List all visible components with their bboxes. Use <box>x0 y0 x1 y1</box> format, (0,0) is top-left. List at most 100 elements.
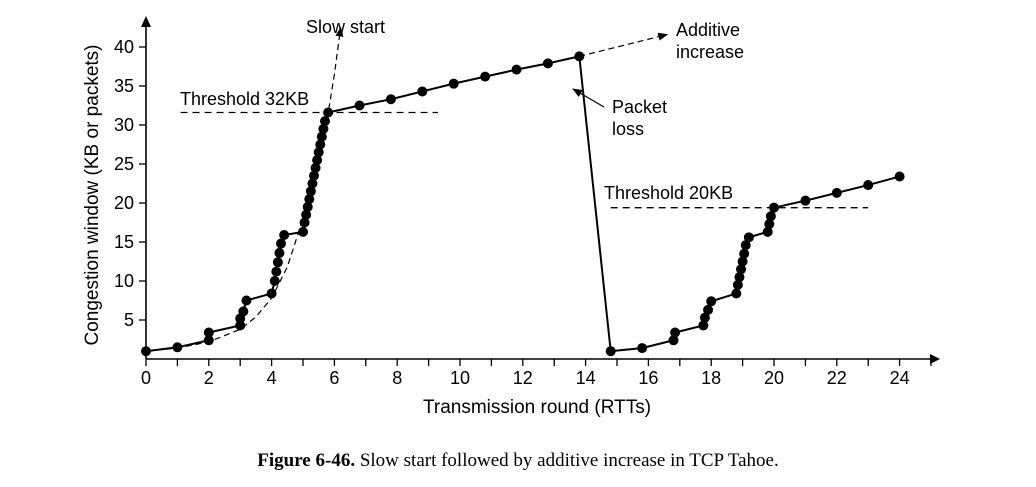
x-tick-label: 4 <box>267 368 277 388</box>
y-tick-label: 10 <box>114 271 134 291</box>
data-point <box>385 94 396 105</box>
slow-start-curve <box>145 26 344 352</box>
data-point <box>203 327 214 338</box>
series <box>141 51 905 357</box>
data-point <box>703 304 714 315</box>
y-tick-label: 30 <box>114 115 134 135</box>
data-point <box>304 194 315 205</box>
y-axis-arrow <box>141 16 151 27</box>
data-point <box>863 180 874 191</box>
data-point <box>354 100 365 111</box>
x-tick-label: 16 <box>638 368 658 388</box>
data-point <box>740 240 751 251</box>
x-tick-label: 10 <box>450 368 470 388</box>
data-point <box>307 178 318 189</box>
packet-loss-label-line1: Packet <box>612 97 667 117</box>
data-point <box>736 264 747 275</box>
y-tick-label: 5 <box>124 310 134 330</box>
data-point <box>800 195 811 206</box>
additive-increase-label-line1: Additive <box>676 20 740 40</box>
y-tick-label: 15 <box>114 232 134 252</box>
packet-loss-label-line2: loss <box>612 119 644 139</box>
threshold-32kb-label: Threshold 32KB <box>180 89 309 109</box>
data-point <box>302 201 313 212</box>
data-point <box>269 276 280 286</box>
data-point <box>241 295 252 306</box>
y-tick-label: 25 <box>114 154 134 174</box>
data-point <box>266 288 277 299</box>
data-point <box>574 51 585 62</box>
x-axis-arrow <box>930 354 940 364</box>
y-tick-label: 40 <box>114 37 134 57</box>
data-point <box>310 162 321 173</box>
data-point <box>318 123 329 134</box>
threshold-20kb-label: Threshold 20KB <box>604 183 733 203</box>
data-point <box>706 296 717 307</box>
data-point <box>734 272 745 283</box>
data-point <box>732 279 743 290</box>
data-point <box>743 232 754 243</box>
packet-loss-arrow <box>572 88 605 108</box>
x-tick-label: 0 <box>141 368 151 388</box>
guide-lines <box>145 26 869 352</box>
data-point <box>480 71 491 82</box>
data-point <box>605 346 616 357</box>
labels: Transmission round (RTTs) Congestion win… <box>82 17 744 418</box>
data-point <box>764 219 775 230</box>
data-point <box>323 107 334 118</box>
additive-increase-arrow <box>579 32 669 57</box>
additive-increase-label-line2: increase <box>676 42 744 62</box>
data-point <box>301 209 312 220</box>
data-point <box>276 238 287 249</box>
x-tick-label: 24 <box>890 368 910 388</box>
data-point <box>637 343 648 354</box>
data-point <box>308 170 319 181</box>
data-point <box>448 78 459 89</box>
data-point <box>235 320 246 331</box>
data-point <box>274 247 285 258</box>
data-point <box>511 64 522 75</box>
y-tick-label: 20 <box>114 193 134 213</box>
x-tick-label: 6 <box>329 368 339 388</box>
data-point <box>313 147 324 158</box>
data-point <box>668 335 679 346</box>
x-axis-label: Transmission round (RTTs) <box>423 397 651 418</box>
data-point <box>762 226 773 237</box>
data-point <box>272 257 283 268</box>
data-point <box>737 256 748 267</box>
data-point <box>699 312 710 323</box>
data-point <box>698 320 709 331</box>
x-tick-label: 8 <box>392 368 402 388</box>
data-point <box>739 248 750 259</box>
data-point <box>894 171 905 182</box>
data-point <box>298 226 308 237</box>
x-tick-label: 2 <box>204 368 214 388</box>
data-point <box>312 155 323 166</box>
figure-caption: Figure 6-46. Slow start followed by addi… <box>0 450 1036 472</box>
data-point <box>141 346 151 357</box>
data-point <box>831 187 842 198</box>
x-tick-label: 14 <box>576 368 596 388</box>
caption-text: Slow start followed by additive increase… <box>359 450 779 471</box>
data-point <box>316 131 327 142</box>
data-point <box>238 306 249 317</box>
x-tick-label: 18 <box>701 368 721 388</box>
data-point <box>299 217 310 228</box>
data-point <box>279 229 290 240</box>
data-point <box>319 116 330 127</box>
x-tick-label: 20 <box>764 368 784 388</box>
data-point <box>731 288 742 299</box>
data-point <box>203 335 214 346</box>
x-tick-label: 22 <box>827 368 847 388</box>
x-tick-label: 12 <box>513 368 533 388</box>
data-point <box>315 139 326 150</box>
data-point <box>765 211 776 222</box>
data-point <box>305 186 316 197</box>
data-point <box>271 266 282 277</box>
data-point <box>172 342 183 353</box>
data-point <box>417 86 428 97</box>
caption-label: Figure 6-46. <box>257 450 356 471</box>
